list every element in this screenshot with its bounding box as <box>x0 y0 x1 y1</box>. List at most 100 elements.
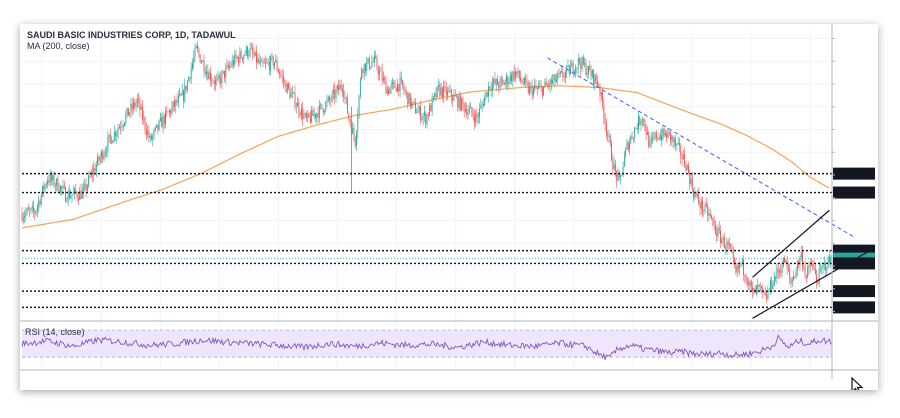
candle <box>690 172 692 187</box>
candle <box>456 93 457 99</box>
candle <box>659 129 661 142</box>
candle-body <box>463 103 465 112</box>
candle <box>735 258 737 275</box>
candle <box>830 254 832 268</box>
candle <box>40 191 42 206</box>
candle-body <box>222 70 224 73</box>
candle <box>794 275 796 280</box>
candle <box>585 58 587 77</box>
candle <box>317 106 319 124</box>
candle-body <box>714 224 716 233</box>
candle-body <box>426 114 428 125</box>
candle-body <box>84 183 86 188</box>
candle-body <box>326 100 328 103</box>
candle <box>618 170 620 181</box>
candle <box>338 79 340 96</box>
candle-body <box>25 212 27 216</box>
candle <box>816 269 818 289</box>
candle-body <box>135 102 137 107</box>
candle-body <box>712 218 714 222</box>
candle-body <box>274 62 275 66</box>
candle-body <box>263 63 265 64</box>
candle-body <box>686 165 688 171</box>
candle-body <box>43 185 45 191</box>
candle-body <box>289 88 291 98</box>
candle <box>768 287 770 293</box>
candle-body <box>753 288 755 292</box>
candle <box>225 62 227 84</box>
candle-body <box>72 192 74 195</box>
candle <box>102 149 104 164</box>
candle-body <box>766 295 768 300</box>
candle-body <box>148 131 150 138</box>
candle-body <box>295 106 297 108</box>
candle-body <box>58 190 60 193</box>
candle-body <box>520 77 522 81</box>
candle <box>534 78 536 93</box>
candle <box>535 79 537 90</box>
candle <box>190 62 192 85</box>
candle-body <box>327 97 329 101</box>
candle-body <box>441 87 443 98</box>
candle-body <box>649 141 651 147</box>
candle <box>803 263 805 271</box>
candle <box>555 73 557 83</box>
candle-body <box>248 54 250 57</box>
candle <box>57 175 59 192</box>
candle-body <box>632 137 634 139</box>
candle-body <box>104 151 106 155</box>
candle-body <box>807 268 809 277</box>
cursor-icon <box>851 376 864 390</box>
candle-body <box>190 68 192 79</box>
candle <box>331 89 333 104</box>
candle-body <box>300 108 302 116</box>
candle-body <box>597 81 598 86</box>
chart-canvas[interactable]: SAUDI BASIC INDUSTRIES CORP, 1D, TADAWUL… <box>20 24 878 390</box>
candle-body <box>30 208 32 211</box>
candle <box>703 209 705 217</box>
candle <box>361 66 363 81</box>
candle-body <box>399 77 401 92</box>
candle-body <box>167 111 169 113</box>
candle-body <box>749 281 751 286</box>
candle <box>516 71 518 77</box>
candle-body <box>266 62 268 63</box>
candle-body <box>732 252 734 258</box>
candle-body <box>567 65 569 67</box>
candle-body <box>127 107 129 116</box>
candle <box>54 182 56 192</box>
candle-body <box>530 85 532 87</box>
candle-body <box>817 282 819 284</box>
candle <box>454 88 456 97</box>
candle-body <box>605 123 607 134</box>
candle-body <box>215 79 216 85</box>
candle <box>283 70 284 89</box>
candle-body <box>142 106 143 120</box>
candle-body <box>696 194 698 196</box>
candle <box>682 149 684 160</box>
candle <box>76 191 78 202</box>
candle-body <box>584 62 586 65</box>
candle-body <box>322 108 324 113</box>
candle-body <box>548 84 550 87</box>
candle <box>435 87 437 103</box>
candle <box>308 112 310 118</box>
candle-body <box>650 139 652 142</box>
candle <box>406 89 407 99</box>
candle-body <box>335 89 337 98</box>
candle <box>772 280 774 291</box>
candle <box>299 110 301 119</box>
candle <box>326 94 328 108</box>
candle-body <box>33 206 34 212</box>
candle <box>370 66 372 70</box>
candle-body <box>626 142 628 149</box>
candle <box>439 81 441 99</box>
candle-body <box>544 82 546 87</box>
candle <box>675 135 677 151</box>
candle-body <box>140 106 142 110</box>
candle-body <box>497 79 498 86</box>
candle-body <box>94 167 96 172</box>
candle <box>220 71 222 89</box>
candle-body <box>271 56 273 58</box>
candle <box>300 103 302 121</box>
